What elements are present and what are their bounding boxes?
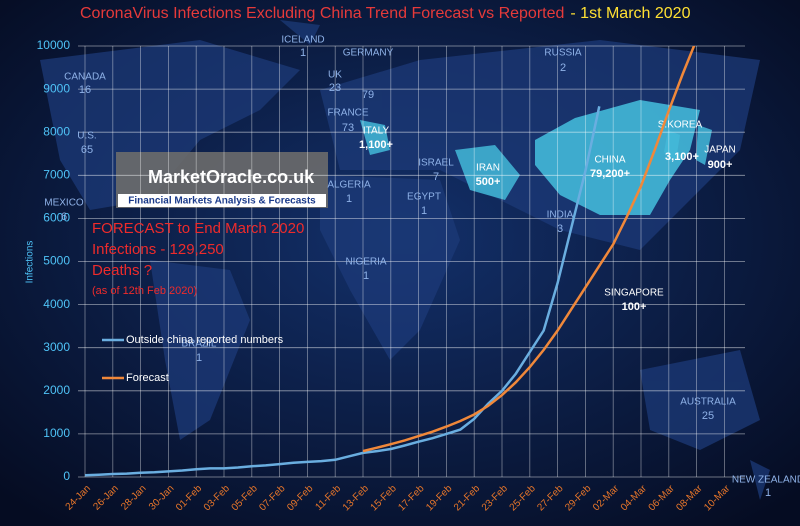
country-count: 3,100+	[665, 151, 699, 163]
country-name: CANADA	[64, 72, 106, 83]
country-count: 1	[421, 205, 427, 217]
plot	[84, 46, 696, 477]
country-name: FRANCE	[327, 108, 368, 119]
title-main: CoronaVirus Infections Excluding China T…	[80, 5, 564, 22]
country-count: 2	[560, 62, 566, 74]
country-name: UK	[328, 70, 342, 81]
country-count: 1	[196, 352, 202, 364]
y-tick-label: 6000	[43, 211, 70, 225]
forecast-note: Deaths ?	[92, 262, 152, 279]
country-count: 16	[79, 84, 91, 96]
country-name: ISRAEL	[418, 158, 454, 169]
logo-tagline: Financial Markets Analysis & Forecasts	[128, 196, 316, 207]
korea-japan-highlight	[664, 125, 712, 165]
country-name: IRAN	[476, 163, 500, 174]
country-name: BRAZIL	[181, 339, 216, 350]
y-tick-label: 3000	[43, 340, 70, 354]
country-count: 1	[765, 487, 771, 499]
country-count: 79,200+	[590, 168, 630, 180]
logo: MarketOracle.co.uk Financial Markets Ana…	[116, 152, 328, 208]
series-line	[362, 46, 696, 453]
legend-label: Forecast	[126, 372, 169, 384]
y-tick-label: 7000	[43, 167, 70, 181]
y-tick-label: 2000	[43, 383, 70, 397]
country-count: 500+	[476, 176, 501, 188]
forecast-note: FORECAST to End March 2020	[92, 220, 304, 237]
country-name: NEW ZEALAND	[732, 475, 800, 486]
country-name: INDIA	[547, 210, 574, 221]
country-count: 6	[61, 211, 67, 223]
logo-name: MarketOracle.co.uk	[148, 167, 315, 187]
country-name: MEXICO	[44, 198, 84, 209]
forecast-note: (as of 12th Feb 2020)	[92, 285, 197, 297]
title-date: - 1st March 2020	[570, 5, 690, 22]
country-count: 900+	[708, 159, 733, 171]
iran-highlight	[455, 145, 520, 200]
country-name: ITALY	[363, 126, 390, 137]
series-line	[84, 106, 601, 477]
country-count: 1,100+	[359, 139, 393, 151]
country-count: 1	[346, 193, 352, 205]
country-name: ALGERIA	[327, 180, 371, 191]
country-name: JAPAN	[704, 145, 736, 156]
country-name: AUSTRALIA	[680, 397, 736, 408]
logo-band	[118, 194, 326, 207]
country-name: EGYPT	[407, 192, 441, 203]
country-name: NIGERIA	[345, 257, 386, 268]
country-count: 73	[342, 122, 354, 134]
country-count: 25	[702, 410, 714, 422]
country-name: ICELAND	[281, 35, 324, 46]
country-name: SINGAPORE	[604, 288, 664, 299]
country-name: U.S.	[77, 131, 96, 142]
country-count: 3	[557, 223, 563, 235]
country-count: 23	[329, 82, 341, 94]
country-count: 1	[363, 270, 369, 282]
country-count: 100+	[622, 301, 647, 313]
country-name: RUSSIA	[544, 48, 582, 59]
chart-title: CoronaVirus Infections Excluding China T…	[80, 5, 691, 22]
country-name: S.KOREA	[658, 120, 703, 131]
y-tick-label: 5000	[43, 254, 70, 268]
china-highlight	[535, 100, 700, 215]
y-tick-label: 10000	[37, 38, 71, 52]
country-count: 65	[81, 144, 93, 156]
country-count: 7	[433, 171, 439, 183]
forecast-note: Infections - 129,250	[92, 241, 224, 258]
y-tick-label: 1000	[43, 426, 70, 440]
country-name: GERMANY	[343, 48, 394, 59]
italy-highlight	[360, 120, 390, 155]
country-count: 79	[362, 89, 374, 101]
y-tick-label: 9000	[43, 81, 70, 95]
y-tick-label: 8000	[43, 124, 70, 138]
y-tick-label: 4000	[43, 297, 70, 311]
y-axis-label: Infections	[25, 241, 36, 284]
country-name: CHINA	[594, 155, 625, 166]
legend-label: Outside china reported numbers	[126, 334, 284, 346]
y-tick-label: 0	[63, 469, 70, 483]
country-count: 1	[300, 47, 306, 59]
